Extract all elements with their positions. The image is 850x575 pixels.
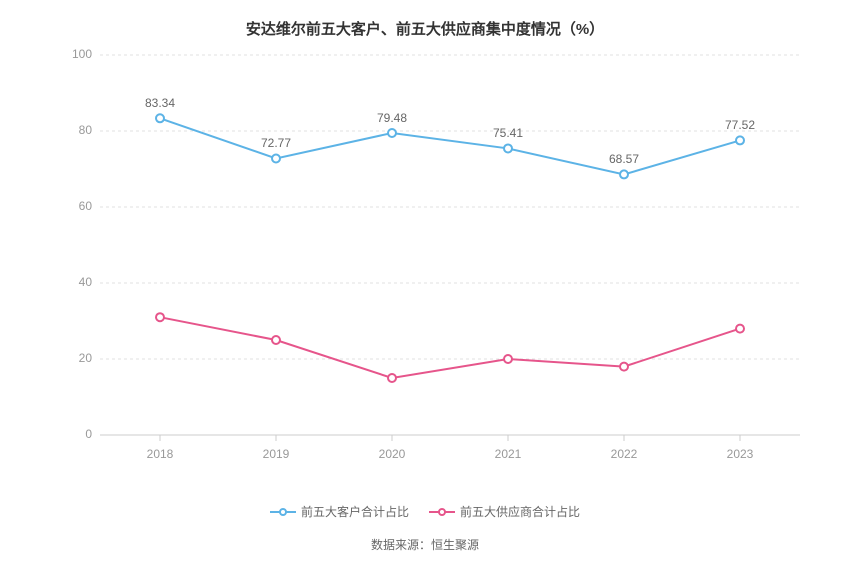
chart-container: 安达维尔前五大客户、前五大供应商集中度情况（%） 020406080100 20… [0, 0, 850, 575]
series-marker [388, 129, 396, 137]
x-axis-label: 2020 [379, 447, 406, 461]
y-axis-label: 40 [62, 275, 92, 289]
legend-marker-icon [270, 507, 296, 517]
series-marker [620, 170, 628, 178]
series-line-0 [160, 118, 740, 174]
series-marker [504, 144, 512, 152]
series-marker [388, 374, 396, 382]
series-line-1 [160, 317, 740, 378]
y-axis-label: 60 [62, 199, 92, 213]
x-axis-label: 2019 [263, 447, 290, 461]
series-marker [620, 363, 628, 371]
y-axis-label: 0 [62, 427, 92, 441]
data-point-label: 72.77 [261, 136, 291, 150]
y-axis-label: 100 [62, 47, 92, 61]
data-point-label: 79.48 [377, 111, 407, 125]
chart-svg [100, 55, 800, 435]
legend-marker-icon [429, 507, 455, 517]
series-marker [736, 136, 744, 144]
legend-label: 前五大客户合计占比 [301, 503, 409, 520]
x-axis-label: 2018 [147, 447, 174, 461]
data-source: 数据来源：恒生聚源 [0, 536, 850, 553]
data-point-label: 68.57 [609, 152, 639, 166]
legend: 前五大客户合计占比 前五大供应商合计占比 [0, 503, 850, 520]
series-marker [736, 325, 744, 333]
series-marker [156, 114, 164, 122]
data-point-label: 75.41 [493, 126, 523, 140]
x-axis-label: 2022 [611, 447, 638, 461]
series-marker [272, 336, 280, 344]
series-marker [272, 154, 280, 162]
data-point-label: 83.34 [145, 96, 175, 110]
x-axis-label: 2023 [727, 447, 754, 461]
legend-item-0[interactable]: 前五大客户合计占比 [270, 503, 409, 520]
x-axis-label: 2021 [495, 447, 522, 461]
series-marker [504, 355, 512, 363]
data-point-label: 77.52 [725, 118, 755, 132]
y-axis-label: 20 [62, 351, 92, 365]
series-marker [156, 313, 164, 321]
plot-area: 020406080100 201820192020202120222023 83… [100, 55, 800, 435]
y-axis-label: 80 [62, 123, 92, 137]
chart-title: 安达维尔前五大客户、前五大供应商集中度情况（%） [0, 0, 850, 39]
legend-item-1[interactable]: 前五大供应商合计占比 [429, 503, 580, 520]
legend-label: 前五大供应商合计占比 [460, 503, 580, 520]
